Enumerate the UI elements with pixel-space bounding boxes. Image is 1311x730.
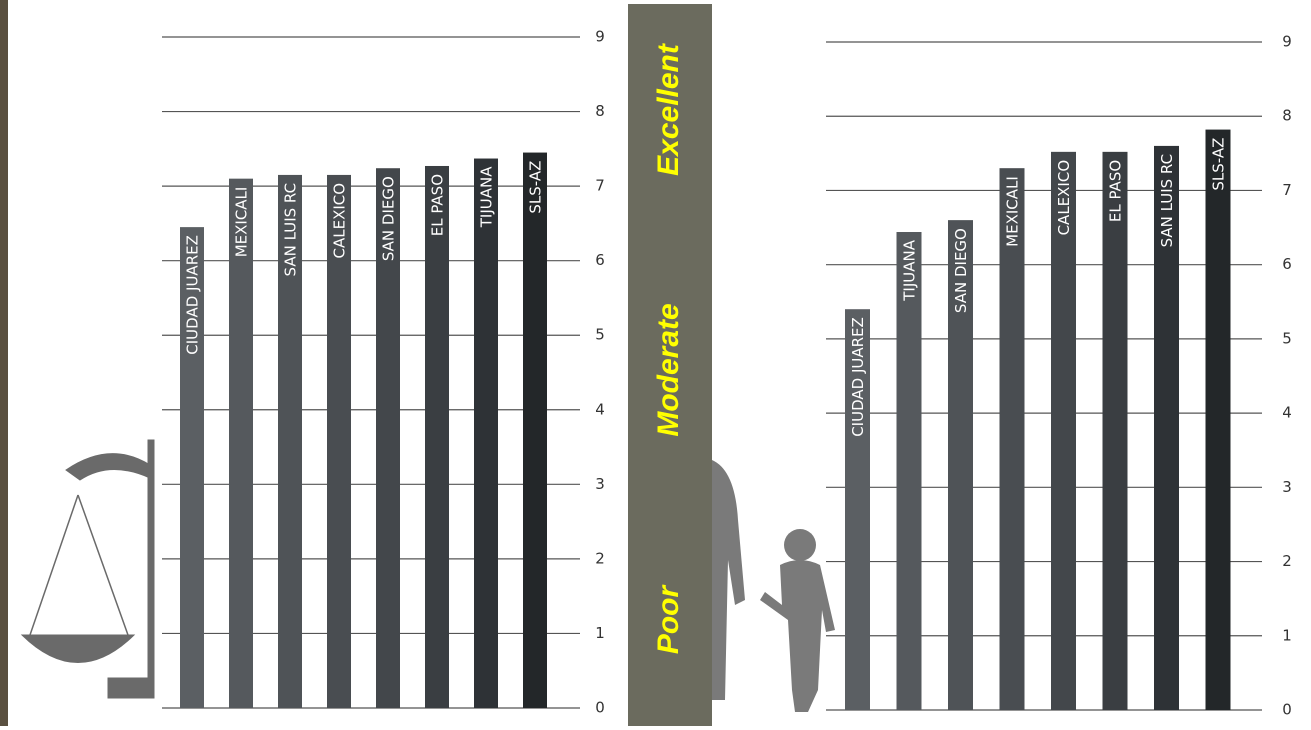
- y-tick-label: 5: [1282, 329, 1292, 347]
- y-tick-label: 7: [595, 177, 605, 195]
- bar: [1051, 151, 1076, 711]
- bar: [523, 152, 547, 709]
- y-tick-label: 5: [595, 326, 605, 344]
- y-tick-label: 3: [595, 475, 605, 493]
- y-tick-label: 4: [595, 400, 605, 418]
- bar: [376, 168, 400, 708]
- bar: [327, 174, 351, 708]
- y-tick-label: 8: [595, 102, 605, 120]
- bar-label: MEXICALI: [1004, 176, 1022, 247]
- bar: [229, 178, 253, 709]
- bar: [278, 174, 302, 708]
- bar-label: SAN LUIS RC: [1158, 154, 1176, 248]
- y-tick-label: 6: [1282, 255, 1292, 273]
- bar: [425, 165, 449, 709]
- scale-label: Excellent: [652, 42, 685, 176]
- bar-label: SLS-AZ: [527, 161, 545, 214]
- bar-label: EL PASO: [1107, 160, 1125, 222]
- scales-icon: [20, 439, 155, 699]
- y-tick-label: 0: [1282, 701, 1292, 719]
- y-tick-label: 3: [1282, 478, 1292, 496]
- bar-label: TIJUANA: [478, 166, 496, 228]
- y-tick-label: 9: [595, 28, 605, 46]
- bar-label: EL PASO: [429, 174, 447, 236]
- y-tick-label: 9: [1282, 33, 1292, 51]
- bar-label: CALEXICO: [1055, 160, 1073, 236]
- photo-edge: [0, 0, 8, 726]
- bar-label: SLS-AZ: [1210, 138, 1228, 191]
- scale-label: Moderate: [652, 303, 685, 436]
- bar-label: MEXICALI: [233, 187, 251, 258]
- bar-label: SAN DIEGO: [380, 176, 398, 261]
- bar: [1205, 129, 1231, 711]
- scale-label: Poor: [652, 584, 685, 655]
- bar-label: CIUDAD JUAREZ: [184, 235, 202, 355]
- bar-label: CIUDAD JUAREZ: [849, 317, 867, 437]
- bar: [180, 227, 204, 708]
- bar-label: SAN DIEGO: [952, 228, 970, 313]
- bar: [845, 309, 870, 710]
- bar-label: SAN LUIS RC: [282, 183, 300, 277]
- bar: [948, 220, 973, 710]
- family-silhouette: [712, 460, 835, 712]
- y-tick-label: 8: [1282, 107, 1292, 125]
- bar-label: CALEXICO: [331, 183, 349, 259]
- y-tick-label: 2: [595, 549, 605, 567]
- bar: [1154, 145, 1179, 710]
- bar: [999, 168, 1025, 710]
- bar-label: TIJUANA: [901, 239, 919, 301]
- bar: [1102, 151, 1128, 711]
- y-tick-label: 2: [1282, 552, 1292, 570]
- scale-band: [628, 4, 712, 726]
- y-tick-label: 6: [595, 251, 605, 269]
- y-tick-label: 0: [595, 699, 605, 717]
- bar: [474, 158, 498, 708]
- y-tick-label: 1: [595, 624, 605, 642]
- y-tick-label: 4: [1282, 404, 1292, 422]
- y-tick-label: 7: [1282, 181, 1292, 199]
- y-tick-label: 1: [1282, 626, 1292, 644]
- bar: [896, 232, 922, 710]
